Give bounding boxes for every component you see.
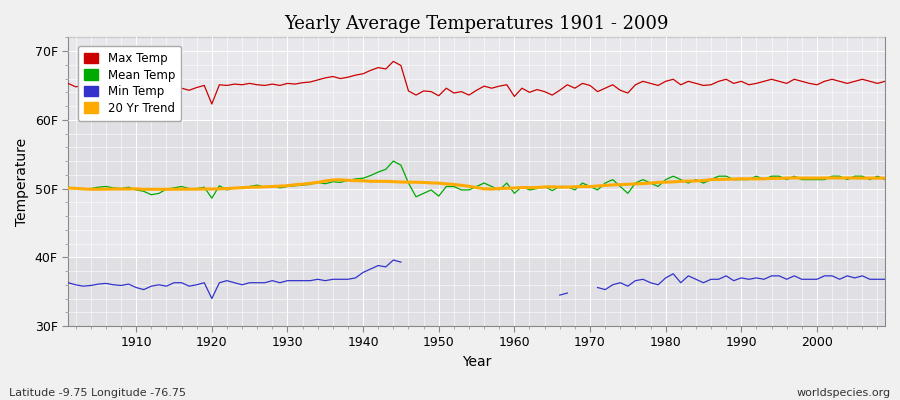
Bar [68,257,885,326]
Legend: Max Temp, Mean Temp, Min Temp, 20 Yr Trend: Max Temp, Mean Temp, Min Temp, 20 Yr Tre… [78,46,181,120]
Text: Latitude -9.75 Longitude -76.75: Latitude -9.75 Longitude -76.75 [9,388,186,398]
X-axis label: Year: Year [462,355,491,369]
Title: Yearly Average Temperatures 1901 - 2009: Yearly Average Temperatures 1901 - 2009 [284,15,669,33]
Y-axis label: Temperature: Temperature [15,138,29,226]
Bar [68,120,885,188]
Text: worldspecies.org: worldspecies.org [796,388,891,398]
